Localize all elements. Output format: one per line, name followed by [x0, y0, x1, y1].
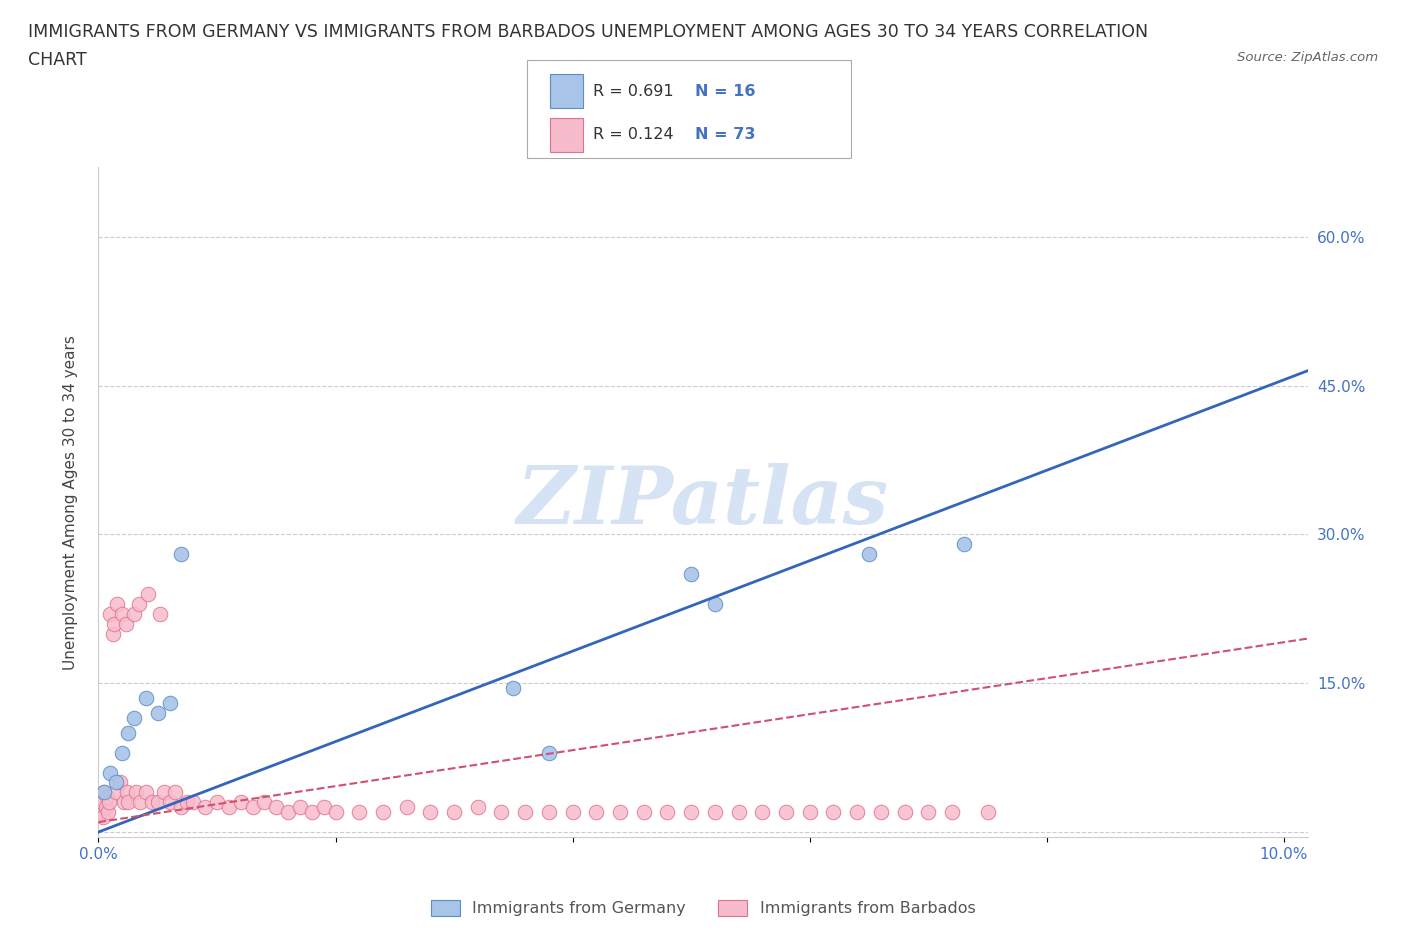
- Point: [181, 795, 204, 810]
- Point: [585, 804, 607, 819]
- Point: [229, 795, 252, 810]
- Point: [176, 795, 198, 810]
- Point: [98, 795, 121, 810]
- Point: [218, 800, 240, 815]
- Y-axis label: Unemployment Among Ages 30 to 34 years: Unemployment Among Ages 30 to 34 years: [63, 335, 77, 670]
- Point: [799, 804, 821, 819]
- Point: [114, 617, 136, 631]
- Point: [90, 804, 112, 819]
- Point: [105, 775, 128, 790]
- Point: [301, 804, 323, 819]
- Text: N = 73: N = 73: [695, 127, 755, 142]
- Text: R = 0.691: R = 0.691: [593, 84, 673, 99]
- Point: [952, 537, 974, 551]
- Point: [114, 795, 136, 810]
- Point: [111, 606, 134, 621]
- Point: [98, 765, 121, 780]
- Point: [205, 795, 228, 810]
- Point: [129, 795, 152, 810]
- Point: [325, 804, 347, 819]
- Point: [371, 804, 394, 819]
- Point: [727, 804, 749, 819]
- Point: [491, 804, 513, 819]
- Point: [146, 706, 169, 721]
- Point: [136, 587, 159, 602]
- Point: [108, 775, 131, 790]
- Text: IMMIGRANTS FROM GERMANY VS IMMIGRANTS FROM BARBADOS UNEMPLOYMENT AMONG AGES 30 T: IMMIGRANTS FROM GERMANY VS IMMIGRANTS FR…: [28, 23, 1149, 41]
- Point: [419, 804, 441, 819]
- Point: [96, 790, 118, 804]
- Point: [277, 804, 299, 819]
- Point: [751, 804, 773, 819]
- Legend: Immigrants from Germany, Immigrants from Barbados: Immigrants from Germany, Immigrants from…: [425, 894, 981, 923]
- Point: [253, 795, 276, 810]
- Point: [681, 566, 703, 581]
- Point: [103, 617, 125, 631]
- Point: [94, 800, 117, 815]
- Point: [91, 795, 114, 810]
- Point: [312, 800, 335, 815]
- Point: [115, 785, 138, 800]
- Text: N = 16: N = 16: [695, 84, 755, 99]
- Point: [146, 795, 169, 810]
- Point: [101, 626, 124, 641]
- Point: [869, 804, 891, 819]
- Point: [633, 804, 655, 819]
- Point: [917, 804, 939, 819]
- Text: Source: ZipAtlas.com: Source: ZipAtlas.com: [1237, 51, 1378, 64]
- Point: [122, 711, 145, 725]
- Point: [149, 606, 172, 621]
- Point: [537, 804, 560, 819]
- Point: [976, 804, 998, 819]
- Point: [443, 804, 465, 819]
- Point: [152, 785, 174, 800]
- Point: [170, 800, 193, 815]
- Point: [93, 785, 115, 800]
- Point: [170, 547, 193, 562]
- Point: [467, 800, 489, 815]
- Point: [135, 691, 157, 706]
- Point: [135, 785, 157, 800]
- Point: [117, 795, 139, 810]
- Point: [775, 804, 797, 819]
- Point: [703, 804, 725, 819]
- Point: [846, 804, 869, 819]
- Point: [98, 606, 121, 621]
- Point: [395, 800, 418, 815]
- Point: [111, 745, 134, 760]
- Point: [609, 804, 631, 819]
- Point: [117, 725, 139, 740]
- Point: [657, 804, 679, 819]
- Point: [91, 810, 114, 825]
- Point: [941, 804, 963, 819]
- Point: [858, 547, 880, 562]
- Point: [347, 804, 370, 819]
- Point: [264, 800, 287, 815]
- Point: [515, 804, 537, 819]
- Point: [194, 800, 217, 815]
- Point: [125, 785, 148, 800]
- Point: [97, 804, 120, 819]
- Point: [159, 696, 181, 711]
- Point: [823, 804, 845, 819]
- Point: [537, 745, 560, 760]
- Point: [242, 800, 264, 815]
- Text: CHART: CHART: [28, 51, 87, 69]
- Point: [288, 800, 311, 815]
- Point: [561, 804, 583, 819]
- Point: [105, 785, 128, 800]
- Point: [159, 795, 181, 810]
- Point: [165, 785, 187, 800]
- Point: [502, 681, 524, 696]
- Point: [128, 596, 150, 611]
- Text: ZIPatlas: ZIPatlas: [517, 463, 889, 541]
- Point: [893, 804, 915, 819]
- Point: [141, 795, 163, 810]
- Point: [122, 606, 145, 621]
- Point: [703, 596, 725, 611]
- Point: [93, 785, 115, 800]
- Point: [105, 596, 128, 611]
- Point: [681, 804, 703, 819]
- Text: R = 0.124: R = 0.124: [593, 127, 673, 142]
